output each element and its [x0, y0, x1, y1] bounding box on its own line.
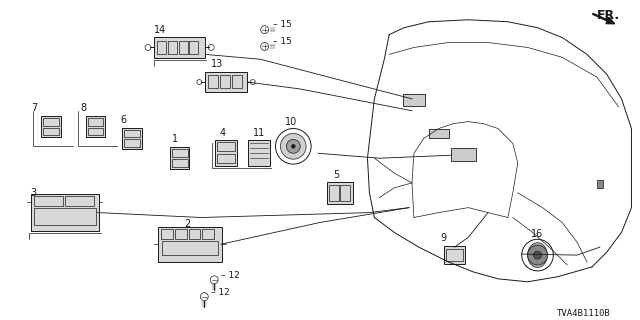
Circle shape [145, 44, 151, 51]
Bar [35, 208, 95, 225]
Bar [157, 41, 166, 54]
Circle shape [200, 293, 208, 300]
FancyArrow shape [593, 13, 614, 24]
Bar [162, 241, 218, 255]
Bar [597, 180, 603, 188]
Bar [205, 72, 247, 92]
Bar [161, 229, 173, 239]
Bar [122, 128, 142, 149]
Circle shape [280, 133, 306, 159]
Bar [65, 196, 93, 206]
Circle shape [275, 129, 311, 164]
Text: – 12: – 12 [211, 288, 230, 297]
Circle shape [286, 140, 300, 153]
Text: 10: 10 [285, 116, 298, 127]
Circle shape [260, 43, 269, 51]
Text: 7: 7 [31, 103, 38, 113]
Bar [172, 159, 188, 167]
Bar [444, 246, 465, 264]
Ellipse shape [527, 243, 547, 268]
Circle shape [260, 26, 269, 34]
Bar [86, 116, 106, 137]
Bar [327, 182, 353, 204]
Text: 5: 5 [333, 170, 339, 180]
Bar [88, 128, 104, 135]
Bar [220, 75, 230, 88]
Bar [403, 94, 425, 106]
Bar [88, 118, 104, 125]
Text: – 15: – 15 [273, 20, 291, 29]
Circle shape [208, 44, 214, 51]
Text: 2: 2 [184, 220, 191, 229]
Bar [208, 75, 218, 88]
Bar [217, 142, 235, 151]
Circle shape [527, 245, 547, 265]
Text: – 15: – 15 [273, 36, 291, 45]
Circle shape [197, 80, 202, 84]
Text: 11: 11 [253, 128, 265, 139]
Bar [170, 147, 189, 169]
Text: TVA4B1110B: TVA4B1110B [557, 309, 611, 318]
Bar [232, 75, 242, 88]
Text: 16: 16 [531, 229, 543, 239]
Bar [124, 140, 140, 147]
Text: 6: 6 [120, 115, 127, 124]
Bar [429, 129, 449, 139]
Bar [41, 116, 61, 137]
Bar [43, 118, 59, 125]
Bar [445, 249, 463, 261]
Circle shape [522, 239, 554, 271]
Bar [172, 149, 188, 157]
Bar [175, 229, 186, 239]
Bar [124, 130, 140, 137]
Text: – 12: – 12 [221, 271, 240, 280]
Bar [43, 128, 59, 135]
Text: FR.: FR. [597, 9, 620, 22]
Circle shape [534, 251, 541, 259]
Bar [329, 185, 339, 201]
Text: 3: 3 [30, 188, 36, 198]
Text: 14: 14 [154, 25, 166, 35]
Bar [217, 154, 235, 163]
Text: 8: 8 [81, 103, 87, 113]
Bar [340, 185, 349, 201]
Text: 9: 9 [440, 233, 447, 243]
Text: 13: 13 [211, 59, 223, 69]
Bar [451, 148, 476, 161]
Text: 1: 1 [172, 134, 178, 144]
Bar [179, 41, 188, 54]
Bar [35, 196, 63, 206]
Circle shape [291, 144, 295, 148]
Bar [168, 41, 177, 54]
Bar [154, 36, 205, 58]
Bar [31, 194, 99, 231]
Text: 4: 4 [219, 128, 225, 139]
Circle shape [250, 80, 255, 84]
Bar [158, 228, 222, 262]
Bar [248, 140, 269, 166]
Circle shape [211, 276, 218, 284]
Bar [215, 140, 237, 166]
Bar [189, 229, 200, 239]
Bar [202, 229, 214, 239]
Bar [189, 41, 198, 54]
